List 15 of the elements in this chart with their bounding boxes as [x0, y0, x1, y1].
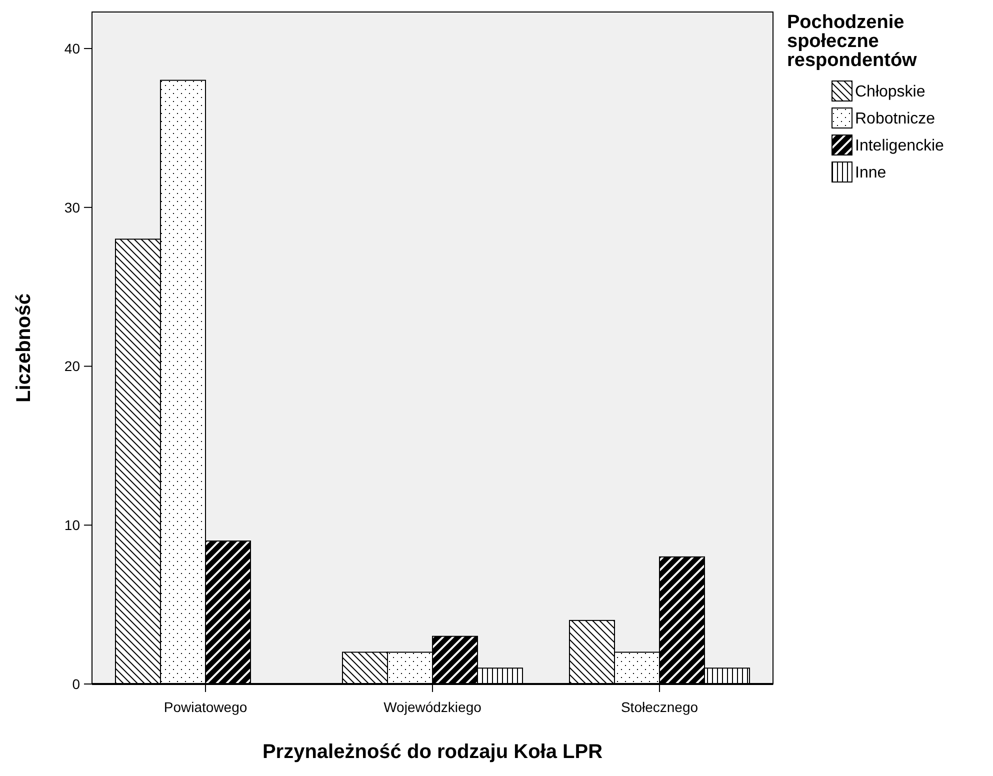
legend-label: Robotnicze [855, 110, 936, 128]
y-tick-label: 20 [64, 358, 80, 374]
x-tick-label: Powiatowego [164, 699, 248, 715]
legend-label: Inteligenckie [855, 138, 944, 155]
y-tick-label: 30 [64, 199, 80, 216]
y-axis-title: Liczebność [13, 294, 35, 402]
legend-title: Pochodzenie społeczne respondentów [787, 12, 918, 71]
y-tick-label: 0 [72, 676, 80, 692]
x-tick-label: Stołecznego [620, 699, 698, 715]
x-axis-title: Przynależność do rodzaju Koła LPR [262, 741, 604, 763]
legend-label: Chłopskie [855, 84, 926, 101]
legend-label: Inne [855, 164, 886, 182]
x-tick-label: Wojewódzkiego [384, 699, 482, 715]
y-tick-label: 40 [64, 40, 80, 56]
y-tick-label: 10 [64, 517, 80, 534]
